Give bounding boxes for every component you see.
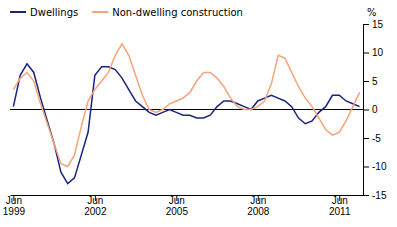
x-tick: Jun2005	[166, 195, 189, 217]
x-tick: Jun1999	[3, 195, 26, 217]
y-tick-label: 5	[372, 76, 378, 87]
y-tick-label: -10	[372, 161, 387, 172]
legend-swatch	[10, 11, 26, 13]
plot-area	[10, 44, 363, 184]
y-tick: -10	[363, 161, 387, 172]
legend-swatch	[92, 11, 108, 13]
zero-line	[10, 109, 363, 110]
y-axis-label: %	[367, 7, 377, 18]
y-tick-label: -15	[372, 190, 387, 201]
x-tick-label-line: Jun	[250, 195, 266, 206]
y-tick: 15	[363, 19, 384, 30]
y-tick-label: 15	[372, 19, 384, 30]
y-tick: -15	[363, 190, 387, 201]
x-tick-label-line: 2005	[166, 206, 189, 217]
y-tick: 5	[363, 76, 378, 87]
x-axis-line	[11, 195, 364, 196]
legend-item: Dwellings	[10, 7, 78, 18]
chart: Jun1999Jun2002Jun2005Jun2008Jun2011-15-1…	[0, 0, 397, 227]
x-tick-label-line: Jun	[6, 195, 22, 206]
legend-item: Non-dwelling construction	[92, 7, 243, 18]
x-tick-label-line: Jun	[332, 195, 348, 206]
y-tick-label: 0	[372, 104, 378, 115]
chart-container: Jun1999Jun2002Jun2005Jun2008Jun2011-15-1…	[0, 0, 397, 227]
x-tick: Jun2008	[247, 195, 270, 217]
y-tick: 10	[363, 47, 384, 58]
x-tick-label-line: Jun	[87, 195, 103, 206]
y-tick-label: 10	[372, 47, 384, 58]
y-tick: 0	[363, 104, 378, 115]
y-tick-label: -5	[372, 133, 381, 144]
x-axis: Jun1999Jun2002Jun2005Jun2008Jun2011	[3, 195, 364, 217]
x-tick: Jun2002	[84, 195, 107, 217]
y-tick-mark	[363, 110, 369, 111]
x-tick: Jun2011	[329, 195, 351, 217]
y-axis: -15 -10 -5 0 5 10 15	[363, 19, 387, 201]
x-tick-label-line: 2008	[247, 206, 270, 217]
legend-label: Dwellings	[30, 7, 78, 18]
y-tick-mark	[363, 138, 369, 139]
x-tick-label-line: Jun	[169, 195, 185, 206]
x-tick-label: Jun1999	[3, 195, 26, 217]
y-tick-mark	[363, 167, 369, 168]
x-tick-label-line: 1999	[3, 206, 26, 217]
x-tick-label: Jun2008	[247, 195, 270, 217]
legend: Dwellings Non-dwelling construction	[10, 7, 243, 18]
series-line	[13, 44, 359, 167]
x-tick-label-line: 2011	[329, 206, 351, 217]
x-tick-label: Jun2005	[166, 195, 189, 217]
y-tick-mark	[363, 81, 369, 82]
y-tick: -5	[363, 133, 381, 144]
y-tick-mark	[363, 24, 369, 25]
x-tick-label-line: 2002	[84, 206, 107, 217]
y-tick-mark	[363, 53, 369, 54]
legend-label: Non-dwelling construction	[112, 7, 243, 18]
y-tick-mark	[363, 195, 369, 196]
x-tick-label: Jun2011	[329, 195, 351, 217]
x-tick-label: Jun2002	[84, 195, 107, 217]
